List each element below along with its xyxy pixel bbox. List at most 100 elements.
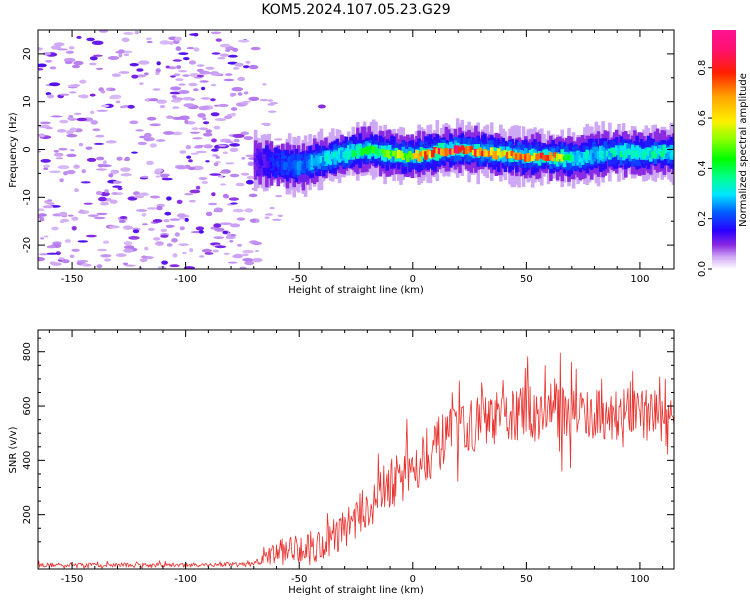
ridge-cell xyxy=(369,145,374,151)
noise-blob xyxy=(203,144,213,149)
noise-blob xyxy=(193,32,199,37)
noise-blob xyxy=(124,156,130,160)
noise-blob xyxy=(160,234,169,238)
noise-blob xyxy=(222,193,229,199)
ridge-cell xyxy=(467,146,471,153)
ridge-cell xyxy=(508,150,512,159)
noise-blob xyxy=(66,117,74,120)
noise-blob xyxy=(169,264,180,268)
noise-blob xyxy=(232,254,243,259)
noise-blob xyxy=(193,47,200,52)
noise-blob xyxy=(124,264,136,267)
noise-blob xyxy=(191,127,199,130)
ridge-cell xyxy=(612,150,617,157)
ridge-cell xyxy=(515,153,519,160)
noise-blob xyxy=(112,180,122,184)
ridge-cell xyxy=(569,154,574,160)
noise-blob xyxy=(109,199,118,204)
noise-blob xyxy=(54,42,65,47)
noise-blob xyxy=(123,248,134,253)
ridge-cell xyxy=(267,160,271,168)
noise-blob xyxy=(49,82,61,87)
noise-blob xyxy=(38,150,42,153)
noise-blob xyxy=(186,47,195,50)
noise-blob xyxy=(123,241,133,246)
noise-blob xyxy=(139,82,144,85)
noise-blob xyxy=(231,107,238,111)
ridge-cell xyxy=(442,149,446,157)
noise-blob xyxy=(43,235,49,238)
noise-blob xyxy=(196,64,205,67)
noise-blob xyxy=(135,209,148,212)
ridge-cell xyxy=(285,162,290,168)
noise-blob xyxy=(40,237,45,240)
noise-blob xyxy=(134,30,140,35)
ridge-cell xyxy=(510,151,515,156)
noise-blob xyxy=(71,216,79,221)
noise-blob xyxy=(189,189,201,194)
noise-blob xyxy=(228,197,239,201)
noise-blob xyxy=(68,214,74,217)
noise-blob xyxy=(218,175,224,178)
noise-blob xyxy=(205,66,215,70)
ridge-cell xyxy=(396,149,401,159)
noise-blob xyxy=(111,73,121,77)
noise-blob xyxy=(178,83,186,86)
noise-blob xyxy=(198,105,210,111)
ridge-cell xyxy=(480,151,485,157)
noise-blob xyxy=(205,129,212,133)
noise-blob xyxy=(230,223,241,228)
ridge-cell xyxy=(381,148,385,154)
noise-blob xyxy=(251,241,262,246)
noise-blob xyxy=(78,142,84,147)
ridge-cell xyxy=(458,146,462,153)
noise-blob xyxy=(203,121,210,125)
ridge-cell xyxy=(558,154,562,166)
ridge-cell xyxy=(624,151,628,158)
noise-blob xyxy=(147,207,158,210)
ridge-cell xyxy=(256,160,260,167)
noise-blob xyxy=(50,115,63,118)
noise-blob xyxy=(267,110,277,113)
ridge-cell xyxy=(530,155,535,162)
noise-blob xyxy=(74,188,79,193)
noise-blob xyxy=(218,144,227,147)
noise-blob xyxy=(149,143,157,148)
noise-blob xyxy=(242,250,255,254)
noise-blob xyxy=(141,213,147,217)
noise-blob xyxy=(42,205,54,209)
ridge-cell xyxy=(435,148,440,154)
noise-blob xyxy=(149,195,161,199)
noise-blob xyxy=(169,218,180,221)
ridge-cell xyxy=(674,149,678,157)
ridge-cell xyxy=(365,146,369,155)
ridge-cell xyxy=(449,148,453,155)
noise-blob xyxy=(86,234,97,238)
noise-blob xyxy=(45,126,53,130)
noise-blob xyxy=(236,217,245,221)
ridge-cell xyxy=(403,152,408,159)
noise-blob xyxy=(43,164,51,168)
y-tick-label: 600 xyxy=(22,396,33,415)
ridge-cell xyxy=(494,151,499,160)
ridge-cell xyxy=(358,146,362,155)
noise-blob xyxy=(90,120,98,125)
colorbar-tick-label: 0.8 xyxy=(697,60,708,76)
ridge-cell xyxy=(660,151,664,158)
ridge-cell xyxy=(655,148,660,154)
noise-blob xyxy=(247,161,254,167)
noise-blob xyxy=(152,88,161,91)
noise-blob xyxy=(201,180,208,185)
ridge-cell xyxy=(331,152,335,159)
noise-blob xyxy=(95,134,105,138)
ridge-cell xyxy=(674,148,678,160)
noise-blob xyxy=(170,75,176,78)
noise-blob xyxy=(136,74,146,78)
noise-blob xyxy=(38,47,43,51)
ridge-cell xyxy=(658,148,662,155)
noise-blob xyxy=(96,264,103,269)
noise-blob xyxy=(159,40,171,45)
noise-blob xyxy=(172,116,185,120)
ridge-cell xyxy=(590,149,594,165)
ridge-cell xyxy=(526,153,530,162)
